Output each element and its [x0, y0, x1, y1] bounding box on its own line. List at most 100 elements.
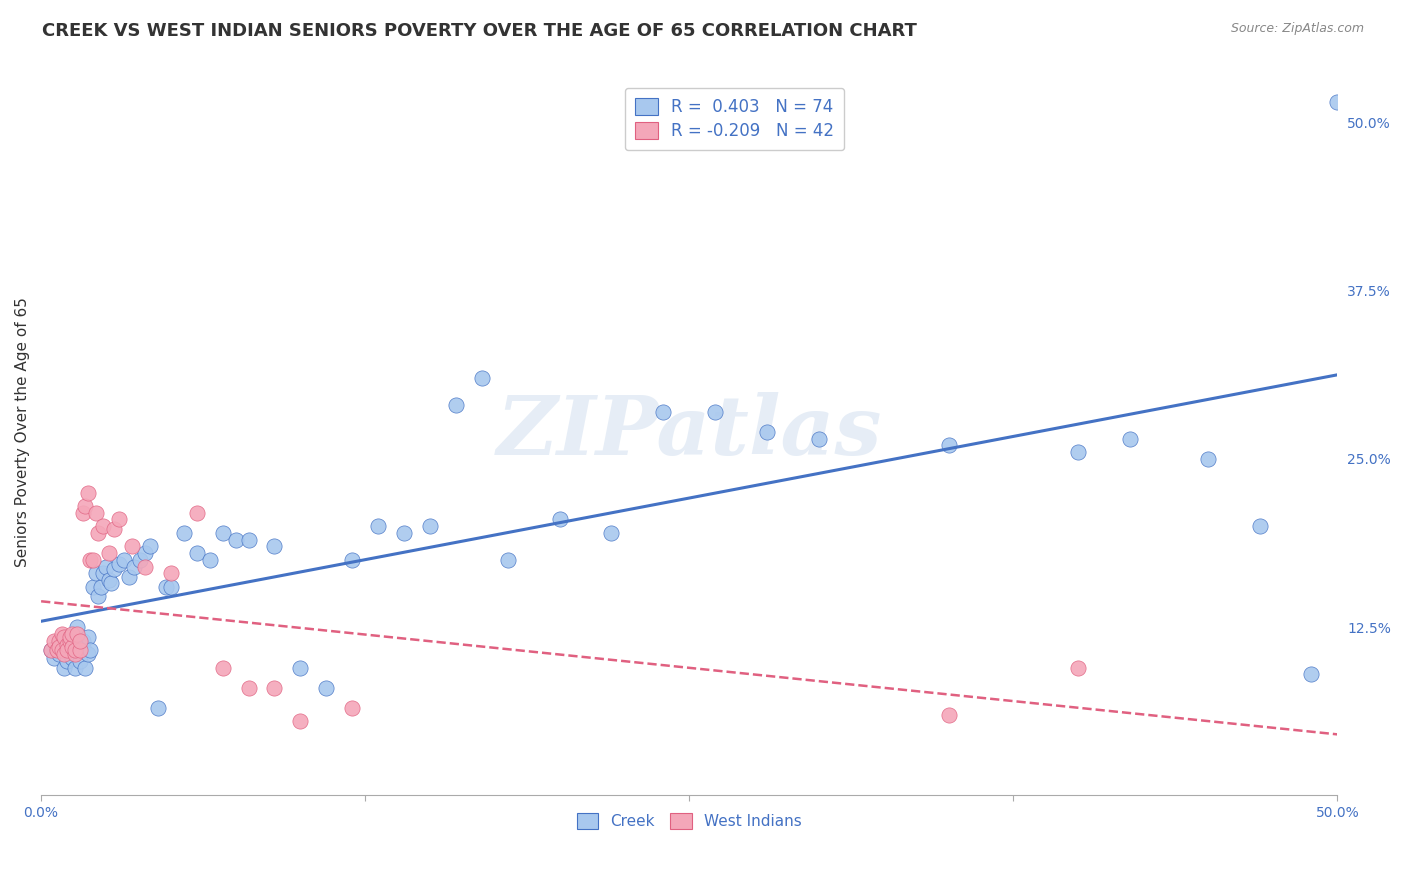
Point [82, 580, 104, 594]
Point [186, 506, 208, 520]
Point [97, 573, 120, 587]
Point [238, 533, 260, 547]
Point [211, 525, 233, 540]
Point [53, 660, 76, 674]
Point [59, 643, 82, 657]
Point [42, 633, 65, 648]
Point [91, 519, 114, 533]
Point [342, 701, 364, 715]
Point [159, 580, 181, 594]
Point [211, 660, 233, 674]
Point [290, 714, 312, 729]
Point [63, 627, 86, 641]
Point [82, 553, 104, 567]
Point [59, 633, 82, 648]
Point [1067, 660, 1090, 674]
Point [1197, 451, 1219, 466]
Point [124, 559, 146, 574]
Point [112, 553, 135, 567]
Point [51, 638, 73, 652]
Point [56, 630, 79, 644]
Point [263, 681, 285, 695]
Point [263, 540, 285, 554]
Point [48, 633, 70, 648]
Point [97, 546, 120, 560]
Point [419, 519, 441, 533]
Point [100, 575, 122, 590]
Point [79, 643, 101, 657]
Point [128, 553, 150, 567]
Point [186, 546, 208, 560]
Point [60, 651, 83, 665]
Point [134, 559, 156, 574]
Point [367, 519, 389, 533]
Point [103, 562, 125, 576]
Point [69, 633, 91, 648]
Point [60, 640, 83, 655]
Point [1249, 519, 1271, 533]
Point [1326, 95, 1348, 110]
Point [315, 681, 337, 695]
Point [45, 640, 67, 655]
Point [87, 589, 110, 603]
Point [938, 707, 960, 722]
Point [59, 633, 82, 648]
Point [225, 533, 247, 547]
Point [51, 643, 73, 657]
Point [75, 660, 97, 674]
Point [56, 638, 79, 652]
Point [108, 557, 131, 571]
Point [69, 633, 91, 648]
Point [444, 398, 467, 412]
Point [756, 425, 779, 439]
Point [146, 701, 169, 715]
Point [53, 630, 76, 644]
Point [118, 570, 141, 584]
Point [63, 647, 86, 661]
Point [41, 643, 63, 657]
Point [238, 681, 260, 695]
Point [121, 540, 143, 554]
Point [938, 438, 960, 452]
Point [652, 405, 675, 419]
Point [290, 660, 312, 674]
Point [1067, 445, 1090, 459]
Point [66, 643, 89, 657]
Point [155, 580, 177, 594]
Point [392, 525, 415, 540]
Point [66, 627, 89, 641]
Point [60, 627, 83, 641]
Point [600, 525, 623, 540]
Point [342, 553, 364, 567]
Point [76, 647, 98, 661]
Point [94, 559, 117, 574]
Point [60, 640, 83, 655]
Point [548, 512, 571, 526]
Point [63, 660, 86, 674]
Text: ZIPatlas: ZIPatlas [496, 392, 882, 472]
Point [91, 566, 114, 581]
Point [173, 525, 195, 540]
Point [72, 640, 94, 655]
Point [807, 432, 830, 446]
Point [84, 566, 107, 581]
Point [51, 643, 73, 657]
Point [45, 643, 67, 657]
Point [704, 405, 727, 419]
Point [72, 506, 94, 520]
Text: CREEK VS WEST INDIAN SENIORS POVERTY OVER THE AGE OF 65 CORRELATION CHART: CREEK VS WEST INDIAN SENIORS POVERTY OVE… [42, 22, 917, 40]
Point [87, 525, 110, 540]
Point [59, 630, 82, 644]
Point [471, 371, 494, 385]
Point [1119, 432, 1142, 446]
Point [79, 553, 101, 567]
Point [496, 553, 519, 567]
Y-axis label: Seniors Poverty Over the Age of 65: Seniors Poverty Over the Age of 65 [15, 297, 30, 567]
Point [103, 522, 125, 536]
Point [72, 633, 94, 648]
Point [56, 654, 79, 668]
Point [159, 566, 181, 581]
Text: Source: ZipAtlas.com: Source: ZipAtlas.com [1230, 22, 1364, 36]
Point [75, 499, 97, 513]
Point [51, 627, 73, 641]
